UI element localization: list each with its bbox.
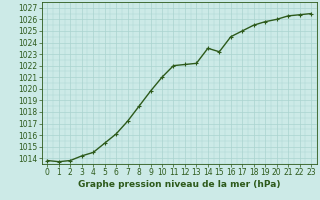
X-axis label: Graphe pression niveau de la mer (hPa): Graphe pression niveau de la mer (hPa) — [78, 180, 280, 189]
